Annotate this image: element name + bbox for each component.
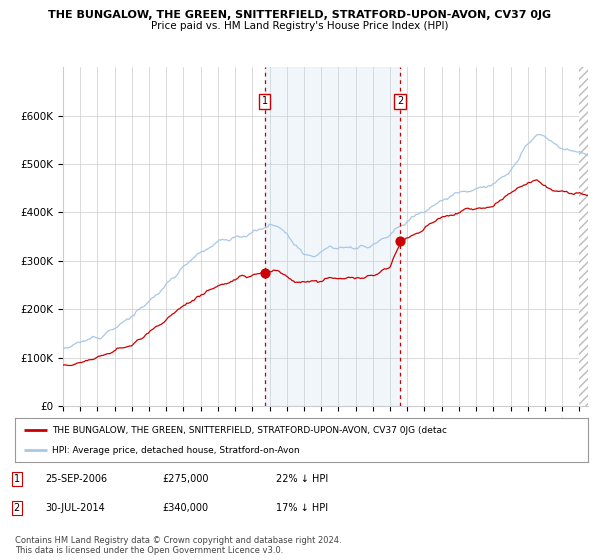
Text: 1: 1 — [14, 474, 20, 484]
Text: 2: 2 — [14, 503, 20, 513]
Bar — [580, 67, 600, 406]
Text: 30-JUL-2014: 30-JUL-2014 — [45, 503, 105, 513]
Text: 22% ↓ HPI: 22% ↓ HPI — [276, 474, 328, 484]
Text: 25-SEP-2006: 25-SEP-2006 — [45, 474, 107, 484]
Text: Contains HM Land Registry data © Crown copyright and database right 2024.
This d: Contains HM Land Registry data © Crown c… — [15, 536, 341, 556]
Text: 1: 1 — [262, 96, 268, 106]
Text: £275,000: £275,000 — [162, 474, 209, 484]
Text: THE BUNGALOW, THE GREEN, SNITTERFIELD, STRATFORD-UPON-AVON, CV37 0JG: THE BUNGALOW, THE GREEN, SNITTERFIELD, S… — [49, 10, 551, 20]
Text: 17% ↓ HPI: 17% ↓ HPI — [276, 503, 328, 513]
Text: HPI: Average price, detached house, Stratford-on-Avon: HPI: Average price, detached house, Stra… — [52, 446, 300, 455]
Point — [395, 237, 405, 246]
Bar — [265, 67, 400, 406]
Text: Price paid vs. HM Land Registry's House Price Index (HPI): Price paid vs. HM Land Registry's House … — [151, 21, 449, 31]
Text: THE BUNGALOW, THE GREEN, SNITTERFIELD, STRATFORD-UPON-AVON, CV37 0JG (detac: THE BUNGALOW, THE GREEN, SNITTERFIELD, S… — [52, 426, 447, 435]
Text: 2: 2 — [397, 96, 403, 106]
Text: £340,000: £340,000 — [162, 503, 208, 513]
Point — [260, 268, 270, 277]
